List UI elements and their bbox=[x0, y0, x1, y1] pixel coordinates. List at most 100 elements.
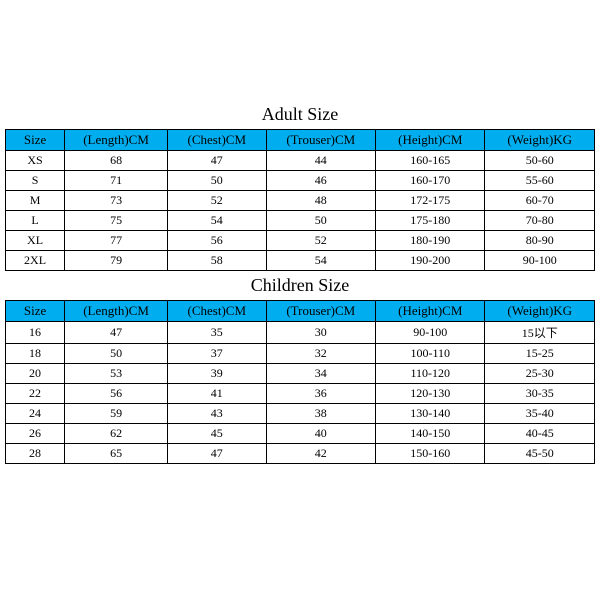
cell-size: XS bbox=[6, 151, 65, 171]
cell-height: 120-130 bbox=[376, 384, 485, 404]
cell-height: 140-150 bbox=[376, 424, 485, 444]
col-weight: (Weight)KG bbox=[485, 130, 595, 151]
cell-trouser: 44 bbox=[266, 151, 375, 171]
cell-size: 22 bbox=[6, 384, 65, 404]
cell-trouser: 48 bbox=[266, 191, 375, 211]
cell-length: 77 bbox=[65, 231, 168, 251]
cell-size: L bbox=[6, 211, 65, 231]
cell-length: 50 bbox=[65, 344, 168, 364]
cell-length: 59 bbox=[65, 404, 168, 424]
cell-weight: 90-100 bbox=[485, 251, 595, 271]
table-row: S715046160-17055-60 bbox=[6, 171, 595, 191]
cell-trouser: 40 bbox=[266, 424, 375, 444]
cell-size: 20 bbox=[6, 364, 65, 384]
col-chest: (Chest)CM bbox=[168, 130, 267, 151]
cell-size: 2XL bbox=[6, 251, 65, 271]
table-row: 1647353090-10015以下 bbox=[6, 322, 595, 344]
table-row: 28654742150-16045-50 bbox=[6, 444, 595, 464]
cell-height: 175-180 bbox=[376, 211, 485, 231]
table-row: 22564136120-13030-35 bbox=[6, 384, 595, 404]
col-length: (Length)CM bbox=[65, 301, 168, 322]
cell-weight: 30-35 bbox=[485, 384, 595, 404]
cell-length: 62 bbox=[65, 424, 168, 444]
cell-length: 68 bbox=[65, 151, 168, 171]
cell-height: 150-160 bbox=[376, 444, 485, 464]
table-row: 2XL795854190-20090-100 bbox=[6, 251, 595, 271]
col-trouser: (Trouser)CM bbox=[266, 130, 375, 151]
cell-trouser: 36 bbox=[266, 384, 375, 404]
size-chart: Adult Size Size (Length)CM (Chest)CM (Tr… bbox=[0, 0, 600, 464]
cell-chest: 43 bbox=[168, 404, 267, 424]
col-weight: (Weight)KG bbox=[485, 301, 595, 322]
cell-weight: 15以下 bbox=[485, 322, 595, 344]
cell-chest: 58 bbox=[168, 251, 267, 271]
cell-trouser: 50 bbox=[266, 211, 375, 231]
cell-chest: 47 bbox=[168, 151, 267, 171]
cell-size: 18 bbox=[6, 344, 65, 364]
cell-chest: 54 bbox=[168, 211, 267, 231]
col-size: Size bbox=[6, 301, 65, 322]
cell-weight: 55-60 bbox=[485, 171, 595, 191]
cell-chest: 50 bbox=[168, 171, 267, 191]
cell-length: 79 bbox=[65, 251, 168, 271]
cell-weight: 50-60 bbox=[485, 151, 595, 171]
cell-trouser: 42 bbox=[266, 444, 375, 464]
cell-length: 47 bbox=[65, 322, 168, 344]
col-size: Size bbox=[6, 130, 65, 151]
cell-size: M bbox=[6, 191, 65, 211]
cell-length: 71 bbox=[65, 171, 168, 191]
cell-size: S bbox=[6, 171, 65, 191]
cell-height: 130-140 bbox=[376, 404, 485, 424]
cell-chest: 39 bbox=[168, 364, 267, 384]
col-length: (Length)CM bbox=[65, 130, 168, 151]
cell-height: 110-120 bbox=[376, 364, 485, 384]
cell-length: 65 bbox=[65, 444, 168, 464]
cell-trouser: 32 bbox=[266, 344, 375, 364]
cell-length: 75 bbox=[65, 211, 168, 231]
table-row: L755450175-18070-80 bbox=[6, 211, 595, 231]
table-row: XS684744160-16550-60 bbox=[6, 151, 595, 171]
children-title: Children Size bbox=[5, 275, 595, 296]
cell-size: 16 bbox=[6, 322, 65, 344]
table-row: 18503732100-11015-25 bbox=[6, 344, 595, 364]
cell-weight: 25-30 bbox=[485, 364, 595, 384]
cell-height: 160-170 bbox=[376, 171, 485, 191]
cell-size: 28 bbox=[6, 444, 65, 464]
cell-length: 73 bbox=[65, 191, 168, 211]
col-chest: (Chest)CM bbox=[168, 301, 267, 322]
cell-chest: 35 bbox=[168, 322, 267, 344]
adult-title: Adult Size bbox=[5, 104, 595, 125]
table-header-row: Size (Length)CM (Chest)CM (Trouser)CM (H… bbox=[6, 130, 595, 151]
cell-chest: 37 bbox=[168, 344, 267, 364]
cell-chest: 47 bbox=[168, 444, 267, 464]
cell-weight: 40-45 bbox=[485, 424, 595, 444]
adult-size-table: Size (Length)CM (Chest)CM (Trouser)CM (H… bbox=[5, 129, 595, 271]
table-row: XL775652180-19080-90 bbox=[6, 231, 595, 251]
cell-trouser: 52 bbox=[266, 231, 375, 251]
col-height: (Height)CM bbox=[376, 301, 485, 322]
children-size-table: Size (Length)CM (Chest)CM (Trouser)CM (H… bbox=[5, 300, 595, 464]
cell-length: 56 bbox=[65, 384, 168, 404]
cell-chest: 56 bbox=[168, 231, 267, 251]
table-row: 26624540140-15040-45 bbox=[6, 424, 595, 444]
cell-length: 53 bbox=[65, 364, 168, 384]
cell-trouser: 38 bbox=[266, 404, 375, 424]
cell-chest: 41 bbox=[168, 384, 267, 404]
table-row: 24594338130-14035-40 bbox=[6, 404, 595, 424]
cell-height: 172-175 bbox=[376, 191, 485, 211]
col-height: (Height)CM bbox=[376, 130, 485, 151]
cell-trouser: 34 bbox=[266, 364, 375, 384]
cell-size: 26 bbox=[6, 424, 65, 444]
cell-weight: 15-25 bbox=[485, 344, 595, 364]
cell-trouser: 54 bbox=[266, 251, 375, 271]
cell-height: 160-165 bbox=[376, 151, 485, 171]
table-row: 20533934110-12025-30 bbox=[6, 364, 595, 384]
cell-weight: 60-70 bbox=[485, 191, 595, 211]
col-trouser: (Trouser)CM bbox=[266, 301, 375, 322]
cell-trouser: 46 bbox=[266, 171, 375, 191]
cell-weight: 70-80 bbox=[485, 211, 595, 231]
cell-size: XL bbox=[6, 231, 65, 251]
cell-weight: 80-90 bbox=[485, 231, 595, 251]
table-header-row: Size (Length)CM (Chest)CM (Trouser)CM (H… bbox=[6, 301, 595, 322]
cell-height: 90-100 bbox=[376, 322, 485, 344]
